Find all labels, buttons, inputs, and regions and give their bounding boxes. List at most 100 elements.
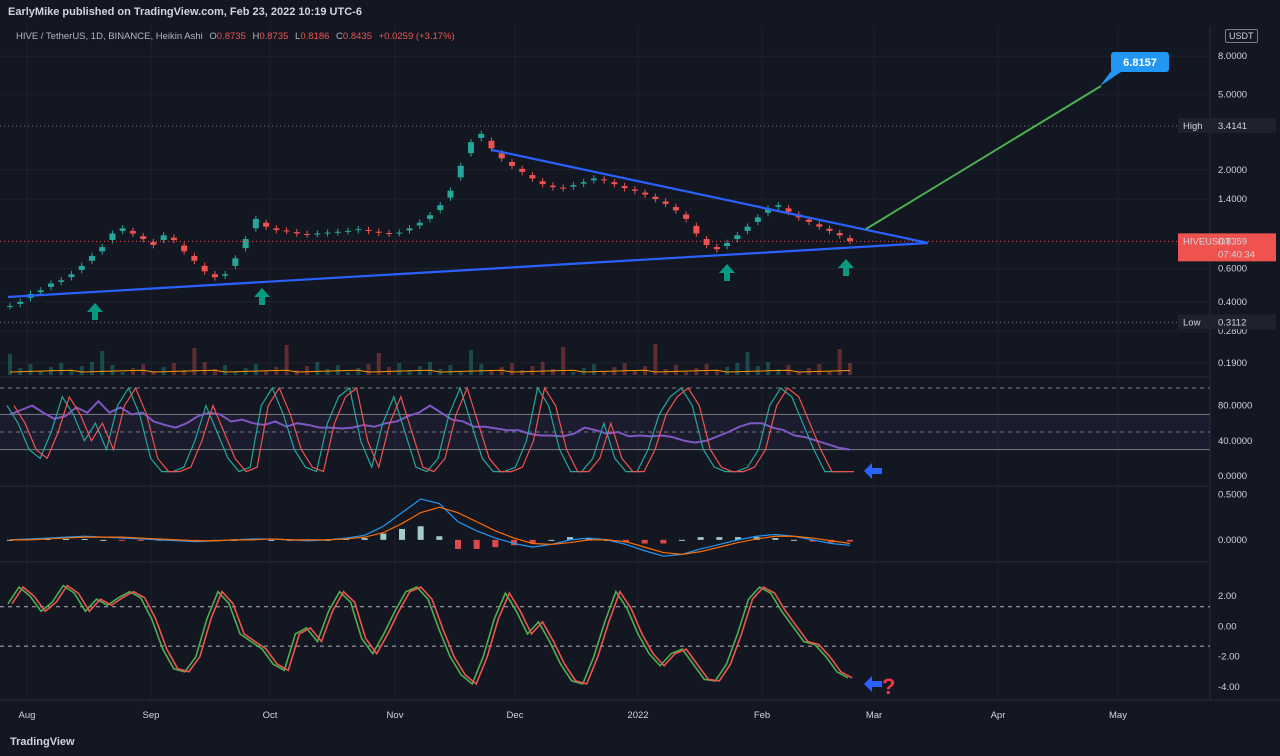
tradingview-logo-icon: TradingView bbox=[10, 736, 75, 748]
volume-bar bbox=[766, 362, 771, 375]
low-tag-bg bbox=[1178, 314, 1276, 330]
macd-histogram-bar bbox=[119, 539, 125, 541]
volume-bar bbox=[376, 353, 381, 375]
volume-bar bbox=[428, 362, 432, 375]
candle-body bbox=[78, 265, 85, 270]
candle-body bbox=[47, 283, 54, 287]
volume-bar bbox=[540, 362, 545, 375]
x-tick-label: Dec bbox=[507, 710, 524, 721]
signal-line bbox=[10, 506, 851, 555]
candle-body bbox=[191, 255, 198, 261]
volume-bar bbox=[704, 364, 709, 375]
candle-body bbox=[129, 230, 136, 234]
volume-bar bbox=[571, 372, 576, 375]
candle-body bbox=[252, 218, 259, 229]
published-caption: EarlyMike published on TradingView.com, … bbox=[8, 6, 362, 18]
volume-bar bbox=[182, 370, 187, 375]
candle-body bbox=[314, 233, 321, 235]
volume-bar bbox=[458, 372, 463, 375]
macd-histogram-bar bbox=[585, 538, 592, 540]
volume-bar bbox=[346, 372, 351, 375]
candle-body bbox=[744, 226, 751, 231]
volume-bar bbox=[366, 364, 371, 375]
macd-histogram-bar bbox=[399, 528, 405, 540]
candle-body bbox=[498, 153, 505, 159]
candle-body bbox=[211, 274, 218, 278]
current-tag-bg bbox=[1178, 233, 1276, 262]
volume-bar bbox=[530, 366, 535, 375]
x-tick-label: Aug bbox=[19, 710, 36, 721]
macd-histogram-bar bbox=[791, 539, 797, 541]
stoch-tick-label: 80.0000 bbox=[1218, 401, 1252, 412]
volume-bar bbox=[79, 366, 84, 375]
candle-body bbox=[396, 232, 403, 234]
candle-body bbox=[478, 133, 485, 138]
candle-body bbox=[826, 228, 833, 231]
volume-bar bbox=[489, 371, 494, 375]
currency-tag[interactable]: USDT bbox=[1225, 29, 1258, 43]
candle-body bbox=[775, 205, 782, 207]
price-tick-label: 0.1900 bbox=[1218, 358, 1247, 369]
candle-body bbox=[416, 222, 423, 226]
question-mark-icon: ? bbox=[882, 674, 895, 699]
tradingview-brand: TradingView bbox=[10, 736, 75, 748]
osc-slow-line bbox=[11, 584, 853, 686]
candle-body bbox=[242, 239, 249, 249]
macd-histogram-bar bbox=[697, 537, 704, 540]
macd-pane[interactable] bbox=[7, 498, 853, 557]
price-tick-label: 8.0000 bbox=[1218, 51, 1247, 62]
price-axis[interactable]: 8.0000 5.0000 2.0000 1.4000 0.6000 0.4000 0.28… bbox=[1178, 51, 1276, 693]
stoch-tick-label: 40.0000 bbox=[1218, 436, 1252, 447]
candle-body bbox=[232, 258, 239, 266]
target-label-value: 6.8157 bbox=[1123, 57, 1157, 69]
candle-body bbox=[447, 190, 454, 198]
volume-bar bbox=[509, 363, 514, 375]
candle-body bbox=[601, 179, 608, 181]
macd-histogram-bar bbox=[511, 539, 517, 546]
macd-histogram-bar bbox=[455, 539, 461, 549]
volume-bar bbox=[212, 369, 217, 375]
candle-body bbox=[406, 228, 413, 231]
candle-body bbox=[549, 185, 556, 188]
candle-body bbox=[488, 140, 495, 149]
rsi-line bbox=[9, 399, 851, 451]
price-tick-label: 5.0000 bbox=[1218, 90, 1247, 101]
macd-histogram-bar bbox=[772, 538, 779, 540]
volume-bar bbox=[89, 362, 94, 375]
volume-bar bbox=[8, 354, 12, 375]
x-tick-label: Mar bbox=[866, 710, 882, 721]
ohlc-legend: HIVE / TetherUS, 1D, BINANCE, Heikin Ash… bbox=[16, 31, 455, 42]
volume-bar bbox=[171, 363, 176, 375]
volume-bar bbox=[735, 363, 740, 375]
candle-body bbox=[119, 228, 126, 231]
volume-bar bbox=[407, 370, 412, 375]
macd-histogram-bar bbox=[492, 539, 499, 548]
low-tag-label: Low bbox=[1183, 317, 1201, 328]
candle-body bbox=[334, 231, 341, 233]
stoch-rsi-pane[interactable] bbox=[0, 386, 1210, 473]
candle-body bbox=[457, 165, 464, 178]
macd-tick-label: 0.0000 bbox=[1218, 535, 1247, 546]
volume-ma-line bbox=[9, 369, 851, 373]
volume-bar bbox=[468, 350, 473, 375]
candle-body bbox=[375, 231, 382, 233]
low-tag-value: 0.3112 bbox=[1218, 317, 1246, 328]
macd-histogram-bar bbox=[380, 533, 387, 540]
volume-bar bbox=[479, 364, 484, 375]
candle-body bbox=[58, 280, 65, 282]
macd-histogram-bar bbox=[529, 539, 536, 544]
current-tag-label: HIVEUSDT bbox=[1183, 236, 1231, 247]
candle-body bbox=[611, 182, 618, 185]
macd-histogram-bar bbox=[847, 539, 853, 542]
volume-bar bbox=[550, 369, 555, 375]
macd-histogram-bar bbox=[679, 539, 685, 541]
candle-body bbox=[621, 186, 628, 189]
macd-histogram-bar bbox=[716, 537, 723, 540]
candle-body bbox=[785, 208, 792, 212]
price-pane[interactable] bbox=[0, 125, 1178, 375]
oscillator-pane[interactable] bbox=[0, 584, 1210, 686]
time-axis[interactable]: Aug Sep Oct Nov Dec 2022 Feb Mar Apr May bbox=[19, 710, 1128, 721]
volume-bar bbox=[141, 364, 146, 375]
candle-body bbox=[560, 187, 567, 189]
